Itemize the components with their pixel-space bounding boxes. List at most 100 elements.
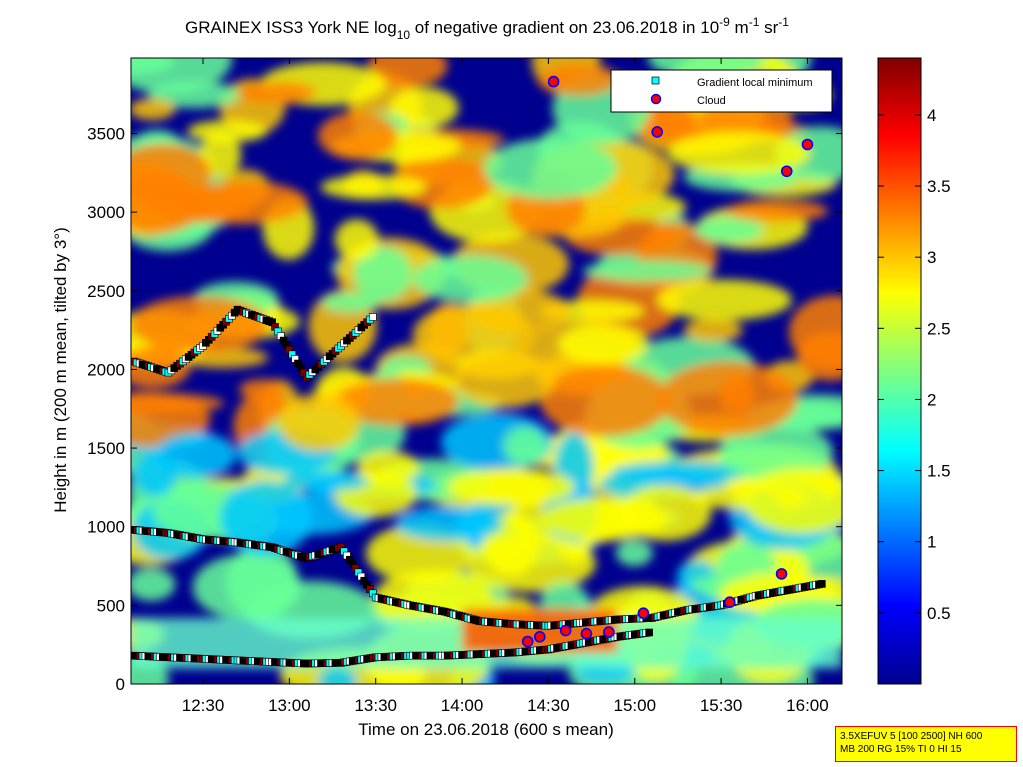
processing-info-box: 3.5XEFUV 5 [100 2500] NH 600 MB 200 RG 1…: [835, 726, 1017, 762]
heatmap-cell: [239, 379, 287, 401]
plot-frame: [130, 57, 843, 685]
heatmap-cell: [615, 539, 653, 567]
legend-label-gradient-minimum: Gradient local minimum: [697, 77, 813, 89]
cloud-marker-9: [637, 607, 650, 620]
gradient-minimum-marker: [818, 580, 826, 588]
legend: Gradient local minimum Cloud: [610, 69, 833, 113]
heatmap-cell: [557, 324, 649, 364]
chart-title: GRAINEX ISS3 York NE log10 of negative g…: [185, 15, 789, 42]
legend-label-cloud: Cloud: [697, 95, 726, 107]
cloud-marker-0: [547, 75, 560, 88]
heatmap-cell: [335, 378, 460, 426]
heatmap-cell: [502, 425, 547, 466]
x-tick-label-6: 15:30: [700, 696, 743, 715]
heatmap-cell: [321, 292, 380, 313]
x-tick-label-2: 13:30: [354, 696, 397, 715]
gradient-minimum-marker: [369, 313, 377, 321]
y-tick-label-3: 1500: [87, 439, 125, 458]
colorbar-tick-label-0: 0.5: [927, 604, 951, 623]
heatmap-cell: [278, 393, 361, 452]
heatmap-cell: [148, 81, 241, 108]
legend-marker-cloud: [650, 93, 662, 105]
x-tick-label-7: 16:00: [786, 696, 829, 715]
cloud-marker-2: [780, 165, 793, 178]
heatmap-cell: [683, 318, 743, 342]
heatmap-cell: [283, 470, 371, 492]
heatmap-cell: [131, 392, 224, 414]
heatmap-cell: [180, 181, 309, 225]
colorbar-tick-label-7: 4: [927, 106, 936, 125]
cloud-markers: [521, 75, 814, 648]
y-tick-label-4: 2000: [87, 360, 125, 379]
y-tick-label-1: 500: [97, 596, 125, 615]
heatmap-cell: [718, 423, 834, 482]
x-axis-label: Time on 23.06.2018 (600 s mean): [358, 720, 613, 739]
heatmap-cell: [131, 172, 204, 234]
y-tick-label-6: 3000: [87, 203, 125, 222]
y-axis-label: Height in m (200 m mean, tilted by 3°): [51, 227, 70, 513]
heatmap-cell: [726, 199, 829, 222]
heatmap-cell: [334, 219, 379, 260]
heatmap-cell: [317, 111, 398, 160]
x-tick-label-0: 12:30: [182, 696, 225, 715]
x-tick-label-1: 13:00: [268, 696, 311, 715]
heatmap-cell: [187, 120, 268, 143]
x-tick-label-5: 15:00: [613, 696, 656, 715]
colorbar-tick-label-1: 1: [927, 533, 936, 552]
x-axis: 12:30 13:00 13:30 14:00 14:30 15:00 15:30 16:00: [182, 58, 829, 715]
info-line-2: MB 200 RG 15% TI 0 HI 15: [840, 744, 962, 755]
colorbar-tick-label-3: 2: [927, 390, 936, 409]
colorbar-tick-label-6: 3.5: [927, 177, 951, 196]
heatmap-cell: [462, 608, 618, 653]
x-tick-label-3: 14:00: [441, 696, 484, 715]
colorbar-ticks: 0.5 1 1.5 2 2.5 3 3.5 4: [878, 106, 951, 623]
heatmap-cell: [390, 156, 494, 210]
heatmap-cell: [453, 351, 556, 408]
cloud-marker-7: [580, 627, 593, 640]
y-tick-label-7: 3500: [87, 124, 125, 143]
heatmap-cell: [131, 98, 176, 121]
gradient-minimum-markers: [131, 305, 826, 668]
heatmap-cell: [219, 480, 313, 556]
heatmap-cell: [667, 131, 811, 175]
heatmap-cell: [237, 81, 317, 105]
heatmap-cell: [465, 534, 596, 593]
heatmap-cell: [394, 506, 503, 542]
cloud-marker-1: [651, 126, 664, 138]
colorbar-tick-label-4: 2.5: [927, 319, 951, 338]
colorbar-tick-label-5: 3: [927, 248, 936, 267]
x-tick-label-4: 14:30: [527, 696, 570, 715]
heatmap-cell: [225, 544, 299, 621]
heatmap-cell: [611, 461, 752, 484]
y-tick-label-5: 2500: [87, 282, 125, 301]
heatmap-cell: [367, 58, 448, 88]
heatmap-cell: [131, 567, 176, 601]
heatmap-cell: [389, 87, 459, 129]
heatmap-cell: [658, 361, 799, 436]
legend-marker-gradient-minimum: [651, 76, 660, 85]
colorbar-tick-label-2: 1.5: [927, 462, 951, 481]
heatmap-cell: [656, 279, 793, 321]
heatmap-cell: [412, 303, 534, 366]
heatmap-cell: [582, 260, 713, 282]
legend-box: [610, 69, 833, 113]
heatmap-cell: [742, 467, 842, 534]
gradient-minimum-marker: [645, 628, 653, 637]
colorbar: 0.5 1 1.5 2 2.5 3 3.5 4: [877, 57, 951, 685]
y-tick-label-2: 1000: [87, 518, 125, 537]
info-line-1: 3.5XEFUV 5 [100 2500] NH 600: [840, 731, 983, 742]
y-tick-label-0: 0: [116, 675, 125, 694]
y-axis: 0 500 1000 1500 2000 2500 3000 3500: [87, 124, 842, 694]
cloud-marker-3: [801, 138, 814, 151]
cloud-marker-10: [723, 596, 736, 609]
heatmap-cell: [317, 667, 358, 684]
heatmap-cell: [412, 255, 528, 303]
heatmap-cell: [448, 467, 576, 506]
heatmap-cell: [796, 331, 842, 382]
cloud-marker-4: [521, 635, 534, 648]
heatmap-cell: [133, 451, 178, 497]
heatmap-cell: [353, 245, 412, 302]
cloud-marker-11: [775, 568, 788, 580]
colorbar-gradient: [877, 57, 922, 685]
